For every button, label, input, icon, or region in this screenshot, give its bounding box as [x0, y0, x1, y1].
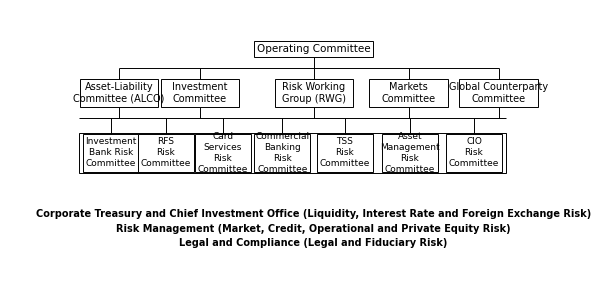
Text: Card
Services
Risk
Committee: Card Services Risk Committee: [198, 132, 248, 174]
Text: Global Counterparty
Committee: Global Counterparty Committee: [449, 82, 548, 104]
Text: Risk Management (Market, Credit, Operational and Private Equity Risk): Risk Management (Market, Credit, Operati…: [116, 224, 511, 234]
Text: Operating Committee: Operating Committee: [257, 44, 370, 54]
FancyBboxPatch shape: [195, 134, 250, 172]
FancyBboxPatch shape: [382, 134, 438, 172]
Text: RFS
Risk
Committee: RFS Risk Committee: [141, 137, 191, 168]
Text: Asset
Management
Risk
Committee: Asset Management Risk Committee: [380, 132, 440, 174]
FancyBboxPatch shape: [370, 79, 447, 107]
Text: CIO
Risk
Committee: CIO Risk Committee: [449, 137, 499, 168]
FancyBboxPatch shape: [275, 79, 353, 107]
Text: Legal and Compliance (Legal and Fiduciary Risk): Legal and Compliance (Legal and Fiduciar…: [179, 238, 448, 248]
FancyBboxPatch shape: [255, 134, 310, 172]
Text: Asset-Liability
Committee (ALCO): Asset-Liability Committee (ALCO): [73, 82, 165, 104]
Text: TSS
Risk
Committee: TSS Risk Committee: [319, 137, 370, 168]
FancyBboxPatch shape: [460, 79, 538, 107]
Text: Risk Working
Group (RWG): Risk Working Group (RWG): [282, 82, 346, 104]
Text: Markets
Committee: Markets Committee: [381, 82, 436, 104]
FancyBboxPatch shape: [161, 79, 239, 107]
Text: Investment
Committee: Investment Committee: [172, 82, 228, 104]
FancyBboxPatch shape: [317, 134, 373, 172]
FancyBboxPatch shape: [83, 134, 139, 172]
FancyBboxPatch shape: [446, 134, 502, 172]
FancyBboxPatch shape: [255, 41, 373, 57]
FancyBboxPatch shape: [80, 79, 159, 107]
Text: Corporate Treasury and Chief Investment Office (Liquidity, Interest Rate and For: Corporate Treasury and Chief Investment …: [36, 209, 591, 219]
Text: Commercial
Banking
Risk
Committee: Commercial Banking Risk Committee: [255, 132, 310, 174]
FancyBboxPatch shape: [138, 134, 193, 172]
Text: Investment
Bank Risk
Committee: Investment Bank Risk Committee: [85, 137, 136, 168]
